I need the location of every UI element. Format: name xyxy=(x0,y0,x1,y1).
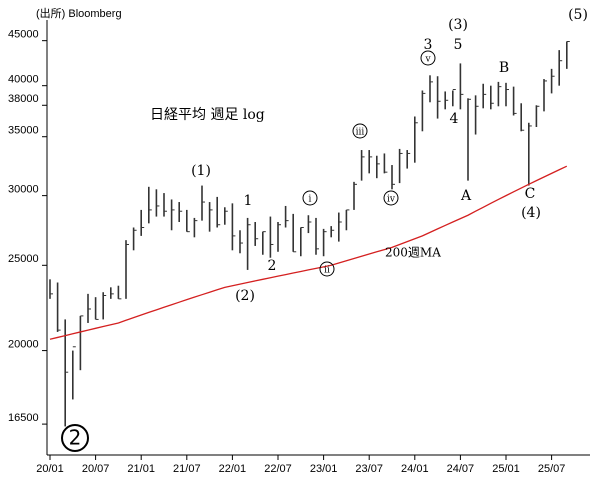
wave-label: ⅴ xyxy=(424,55,431,65)
x-tick-label: 23/07 xyxy=(355,463,383,475)
source: (出所) Bloomberg xyxy=(36,6,122,20)
wave-label: C xyxy=(525,186,536,202)
wave-label: ⅳ xyxy=(387,195,395,205)
wave-circle xyxy=(302,190,318,206)
x-tick-label: 22/01 xyxy=(219,463,247,475)
x-tick-label: 24/07 xyxy=(447,463,475,475)
wave-label: 1 xyxy=(244,193,253,209)
chart-title: 日経平均 週足 log xyxy=(150,107,265,123)
x-tick-label: 21/01 xyxy=(127,463,155,475)
wave-label: (4) xyxy=(521,205,541,221)
ma-label: 200週MA xyxy=(385,246,441,260)
wave-circle xyxy=(420,50,436,66)
wave-label: 5 xyxy=(454,37,463,53)
wave-label: 3 xyxy=(424,37,433,53)
wave-label: (2) xyxy=(235,288,255,304)
wave-label: A xyxy=(460,188,472,204)
y-tick-label: 38000 xyxy=(8,93,39,105)
wave-label: ⅱ xyxy=(324,266,330,276)
wave-circle xyxy=(352,123,368,139)
x-tick-label: 20/01 xyxy=(36,463,64,475)
wave-label: 4 xyxy=(450,111,459,127)
y-tick-label: 40000 xyxy=(8,74,39,86)
y-tick-label: 16500 xyxy=(8,412,39,424)
wave-label: (5) xyxy=(568,7,588,23)
y-tick-label: 30000 xyxy=(8,184,39,196)
wave-label: 2 xyxy=(69,426,82,450)
y-tick-label: 20000 xyxy=(8,338,39,350)
x-tick-label: 20/07 xyxy=(82,463,110,475)
wave-label: ⅰ xyxy=(309,195,312,205)
wave-label: B xyxy=(499,60,509,76)
x-tick-label: 25/01 xyxy=(492,463,520,475)
wave-label: ⅲ xyxy=(356,128,365,138)
x-tick-label: 22/07 xyxy=(264,463,292,475)
y-tick-label: 45000 xyxy=(8,29,39,41)
y-tick-label: 35000 xyxy=(8,125,39,137)
wave-circle xyxy=(61,424,89,452)
wave-label: (1) xyxy=(191,163,211,179)
wave-label: (3) xyxy=(448,17,468,33)
wave-circle xyxy=(383,190,399,206)
x-tick-label: 25/07 xyxy=(538,463,566,475)
moving-average xyxy=(49,165,568,340)
y-tick-label: 25000 xyxy=(8,253,39,265)
x-tick-label: 21/07 xyxy=(173,463,201,475)
wave-label: 2 xyxy=(268,258,277,274)
x-tick-label: 24/01 xyxy=(401,463,429,475)
wave-circle xyxy=(319,261,335,277)
x-tick-label: 23/01 xyxy=(310,463,338,475)
